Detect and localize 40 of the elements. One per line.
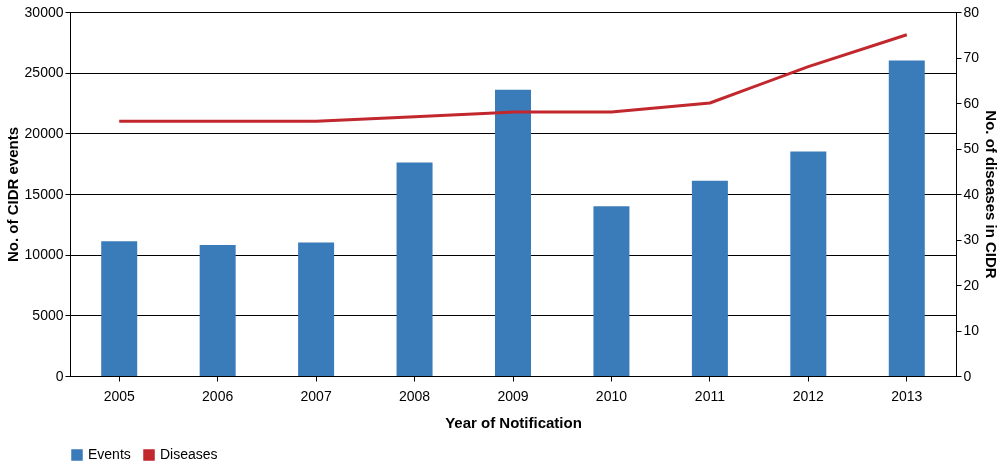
bar [691,180,728,376]
y-axis-title: No. of CIDR events [3,126,21,263]
bar [790,151,827,376]
y-tick-label: 0 [55,367,64,384]
bar [101,241,138,376]
y-tick-label: 30000 [24,3,64,20]
x-tick-label: 2011 [694,387,726,404]
legend-label: Diseases [160,446,218,462]
y-tick-label: 5000 [32,306,64,323]
bar [593,206,630,376]
legend-label: Events [88,446,131,462]
x-tick-label: 2006 [202,387,234,404]
x-tick-label: 2013 [891,387,923,404]
y2-tick-label: 70 [963,49,980,65]
y-tick-label: 15000 [24,185,64,202]
x-tick-label: 2005 [103,387,135,404]
line-series [117,33,909,123]
y-tick-label: 10000 [24,246,64,263]
y2-tick-label: 30 [963,231,980,247]
x-tick-label: 2007 [300,387,332,404]
bar [495,89,531,376]
y2-tick-label: 20 [963,276,980,293]
bar [298,242,335,376]
y2-tick-label: 0 [963,367,972,384]
y2-tick-label: 60 [963,94,980,111]
bar [396,162,433,376]
x-tick-label: 2009 [497,387,529,404]
y-tick-label: 20000 [24,124,64,141]
x-tick-label: 2012 [792,387,825,404]
y2-tick-label: 80 [963,3,980,20]
y2-axis-title: No. of diseases in CIDR [983,110,1001,279]
y2-tick-label: 50 [963,140,980,156]
x-tick-label: 2008 [398,387,431,404]
bar [888,60,925,376]
x-axis-title: Year of Notification [445,413,582,431]
bar [199,244,236,376]
y-tick-label: 25000 [24,64,64,81]
y2-tick-label: 10 [963,322,980,338]
x-tick-label: 2010 [595,387,628,404]
y2-tick-label: 40 [963,185,980,202]
